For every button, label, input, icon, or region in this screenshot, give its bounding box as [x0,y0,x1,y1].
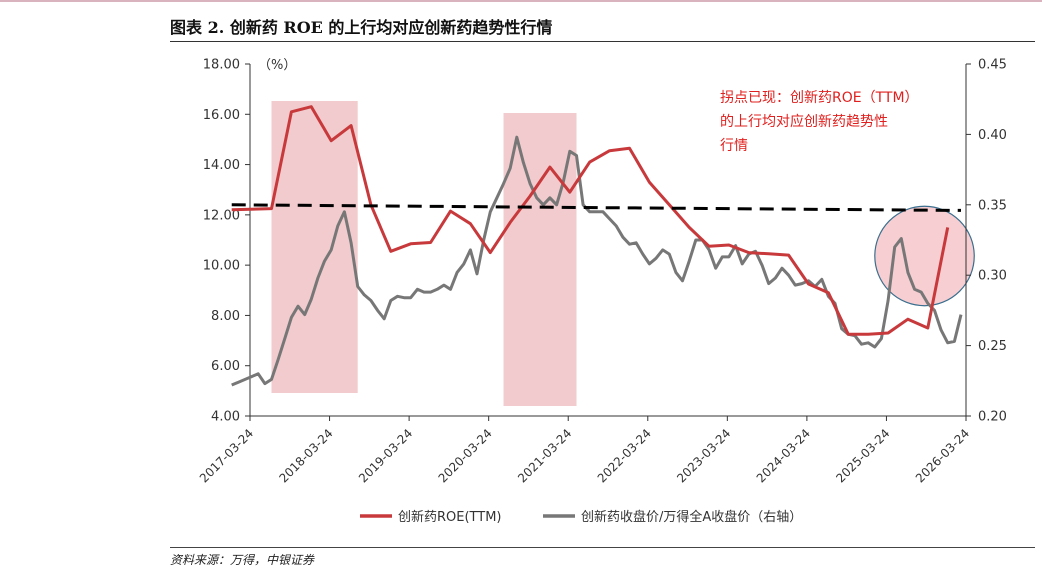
right-tick-label: 0.30 [978,269,1007,284]
left-tick-label: 14.00 [203,158,240,173]
left-axis-unit: （%） [258,58,296,73]
x-tick-label: 2025-03-24 [833,426,892,485]
x-tick-label: 2026-03-24 [913,426,972,485]
chart-title: 图表 2. 创新药 ROE 的上行均对应创新药趋势性行情 [170,18,553,37]
source-note: 资料来源：万得，中银证券 [170,553,315,567]
highlight-span-2 [503,113,577,406]
legend-label-roe: 创新药ROE(TTM) [398,509,502,525]
right-tick-label: 0.45 [978,58,1007,73]
x-tick-label: 2024-03-24 [754,426,813,485]
series-line-roe [231,105,950,336]
annotation-line: 行情 [720,138,748,154]
x-tick-label: 2023-03-24 [674,426,733,485]
legend-label-price: 创新药收盘价/万得全A收盘价（右轴） [581,509,802,525]
title-row: 图表 2. 创新药 ROE 的上行均对应创新药趋势性行情 [170,12,1035,42]
x-tick-label: 2021-03-24 [515,426,574,485]
right-tick-label: 0.20 [978,410,1007,425]
x-tick-label: 2018-03-24 [276,426,335,485]
top-rule [0,0,1042,2]
footer-rule [170,547,1035,548]
annotation-line: 的上行均对应创新药趋势性 [720,113,888,130]
x-tick-label: 2019-03-24 [356,426,415,485]
left-tick-label: 4.00 [211,410,240,425]
right-tick-label: 0.40 [978,128,1007,143]
annotation-line: 拐点已现：创新药ROE（TTM） [720,90,919,106]
left-tick-label: 16.00 [203,108,240,123]
left-tick-label: 18.00 [203,58,240,73]
x-tick-label: 2017-03-24 [197,426,256,485]
x-tick-label: 2022-03-24 [595,426,654,485]
highlight-circle [874,205,975,307]
x-tick-label: 2020-03-24 [436,426,495,485]
left-tick-label: 6.00 [211,359,240,374]
right-tick-label: 0.25 [978,339,1007,354]
left-tick-label: 12.00 [203,208,240,223]
right-tick-label: 0.35 [978,198,1007,213]
left-tick-label: 8.00 [211,309,240,324]
series-line-price-ratio [231,135,963,387]
highlight-span-1 [271,101,358,393]
trend-dashed-line [231,203,961,212]
left-tick-label: 10.00 [203,259,240,274]
